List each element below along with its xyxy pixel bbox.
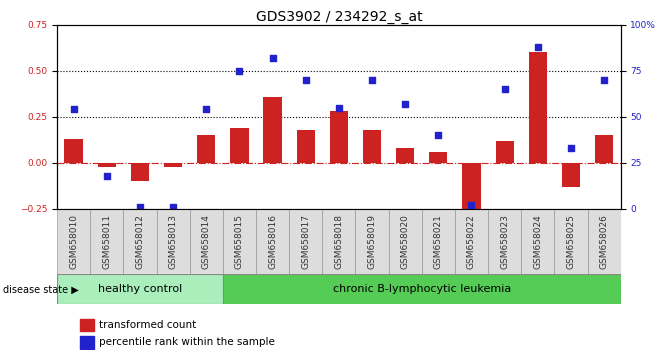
Bar xyxy=(329,111,348,163)
Point xyxy=(333,105,344,110)
Text: GSM658019: GSM658019 xyxy=(368,214,376,269)
Point xyxy=(400,101,411,107)
Text: disease state ▶: disease state ▶ xyxy=(3,285,79,295)
Bar xyxy=(230,128,248,163)
Text: GSM658024: GSM658024 xyxy=(533,214,542,269)
Point xyxy=(532,44,543,50)
FancyBboxPatch shape xyxy=(256,209,289,274)
FancyBboxPatch shape xyxy=(90,209,123,274)
Text: GSM658012: GSM658012 xyxy=(136,214,144,269)
Point xyxy=(101,173,112,178)
Point xyxy=(168,204,178,210)
Bar xyxy=(98,163,116,166)
Bar xyxy=(562,163,580,187)
Point xyxy=(466,202,477,208)
Title: GDS3902 / 234292_s_at: GDS3902 / 234292_s_at xyxy=(256,10,422,24)
Bar xyxy=(164,163,183,166)
Text: GSM658026: GSM658026 xyxy=(600,214,609,269)
Text: transformed count: transformed count xyxy=(99,320,197,330)
FancyBboxPatch shape xyxy=(123,209,156,274)
Bar xyxy=(297,130,315,163)
FancyBboxPatch shape xyxy=(488,209,521,274)
FancyBboxPatch shape xyxy=(289,209,322,274)
Point xyxy=(433,132,444,138)
FancyBboxPatch shape xyxy=(190,209,223,274)
Text: GSM658022: GSM658022 xyxy=(467,214,476,269)
Text: GSM658018: GSM658018 xyxy=(334,214,344,269)
Point xyxy=(68,107,79,112)
Point xyxy=(135,204,146,210)
Bar xyxy=(462,163,480,215)
FancyBboxPatch shape xyxy=(389,209,422,274)
Text: chronic B-lymphocytic leukemia: chronic B-lymphocytic leukemia xyxy=(333,284,511,295)
Bar xyxy=(363,130,381,163)
Text: healthy control: healthy control xyxy=(98,284,182,295)
Text: GSM658025: GSM658025 xyxy=(566,214,576,269)
Bar xyxy=(64,139,83,163)
Bar xyxy=(396,148,414,163)
Point xyxy=(366,77,377,83)
Bar xyxy=(80,319,94,331)
Point xyxy=(267,55,278,61)
Point xyxy=(234,68,245,74)
Bar xyxy=(264,97,282,163)
FancyBboxPatch shape xyxy=(588,209,621,274)
FancyBboxPatch shape xyxy=(422,209,455,274)
Text: GSM658017: GSM658017 xyxy=(301,214,310,269)
Text: GSM658010: GSM658010 xyxy=(69,214,78,269)
Point xyxy=(301,77,311,83)
Bar xyxy=(595,135,613,163)
Text: GSM658011: GSM658011 xyxy=(102,214,111,269)
FancyBboxPatch shape xyxy=(356,209,389,274)
Bar xyxy=(131,163,149,181)
Text: GSM658014: GSM658014 xyxy=(202,214,211,269)
FancyBboxPatch shape xyxy=(455,209,488,274)
Bar xyxy=(495,141,514,163)
FancyBboxPatch shape xyxy=(57,274,223,304)
FancyBboxPatch shape xyxy=(57,209,90,274)
Bar xyxy=(429,152,448,163)
FancyBboxPatch shape xyxy=(322,209,356,274)
FancyBboxPatch shape xyxy=(554,209,588,274)
FancyBboxPatch shape xyxy=(156,209,190,274)
FancyBboxPatch shape xyxy=(521,209,554,274)
Bar xyxy=(529,52,547,163)
Point xyxy=(599,77,609,83)
Bar xyxy=(80,336,94,349)
FancyBboxPatch shape xyxy=(223,209,256,274)
Text: percentile rank within the sample: percentile rank within the sample xyxy=(99,337,275,347)
Text: GSM658016: GSM658016 xyxy=(268,214,277,269)
Text: GSM658020: GSM658020 xyxy=(401,214,410,269)
Text: GSM658015: GSM658015 xyxy=(235,214,244,269)
Text: GSM658021: GSM658021 xyxy=(434,214,443,269)
Point xyxy=(201,107,211,112)
Bar xyxy=(197,135,215,163)
Text: GSM658013: GSM658013 xyxy=(168,214,178,269)
Point xyxy=(499,86,510,92)
FancyBboxPatch shape xyxy=(223,274,621,304)
Text: GSM658023: GSM658023 xyxy=(500,214,509,269)
Point xyxy=(566,145,576,151)
